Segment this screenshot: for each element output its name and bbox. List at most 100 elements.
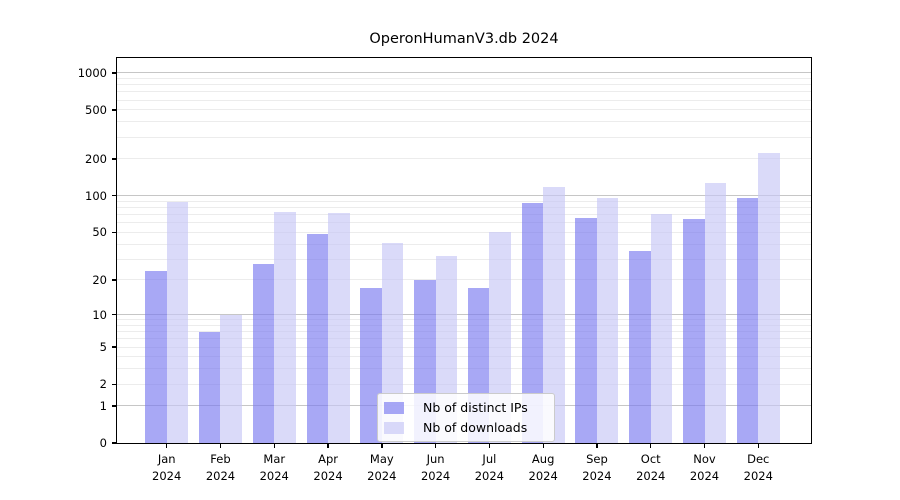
- x-tick-year: 2024: [420, 468, 451, 483]
- gridline-minor: [117, 99, 811, 101]
- x-tick-mark: [757, 443, 759, 448]
- x-tick-year: 2024: [152, 468, 182, 483]
- bar-downloads-oct: [650, 213, 673, 443]
- x-tick-month: Feb: [210, 452, 231, 466]
- legend-item-downloads: Nb of downloads: [384, 420, 546, 435]
- x-tick-mark: [488, 443, 491, 448]
- x-tick-label: May 2024: [349, 451, 415, 484]
- x-tick-year: 2024: [528, 468, 558, 483]
- bar-downloads-dec: [758, 153, 780, 443]
- gridline-minor: [117, 214, 811, 216]
- gridline-minor: [117, 222, 811, 224]
- y-tick-mark: [112, 442, 117, 444]
- x-tick-month: Jan: [157, 452, 176, 466]
- gridline-minor: [117, 258, 811, 260]
- gridline-minor: [117, 91, 811, 93]
- gridline-minor: [117, 207, 811, 209]
- x-tick-mark: [542, 443, 544, 448]
- gridline-minor: [117, 158, 811, 160]
- bar-downloads-aug: [543, 187, 565, 443]
- y-tick-label: 2: [99, 377, 107, 392]
- y-tick-label: 10: [92, 307, 107, 322]
- y-tick-label: 20: [92, 272, 107, 287]
- legend: Nb of distinct IPs Nb of downloads: [377, 393, 555, 442]
- x-tick-year: 2024: [474, 468, 505, 483]
- y-tick-label: 0: [99, 436, 107, 450]
- gridline-minor: [117, 231, 811, 233]
- gridline-major: [117, 314, 811, 316]
- x-tick-label: Jul 2024: [456, 451, 522, 484]
- x-tick-mark: [327, 443, 329, 448]
- bar-downloads-apr: [328, 213, 350, 443]
- bar-downloads-may: [381, 242, 404, 443]
- gridline-minor: [117, 121, 811, 123]
- x-tick-year: 2024: [313, 468, 343, 483]
- y-tick-mark: [112, 231, 117, 234]
- x-tick-year: 2024: [743, 468, 773, 483]
- bar-downloads-jul: [489, 232, 511, 443]
- x-tick-month: Jun: [426, 452, 445, 466]
- gridline-minor: [117, 338, 811, 340]
- x-tick-year: 2024: [582, 468, 612, 483]
- x-tick-year: 2024: [259, 468, 289, 483]
- x-tick-month: Oct: [640, 452, 661, 466]
- legend-item-distinct-ips: Nb of distinct IPs: [384, 400, 546, 415]
- gridline-minor: [117, 136, 811, 138]
- x-tick-label: Jan 2024: [134, 451, 200, 484]
- legend-swatch-downloads: [384, 421, 404, 434]
- x-tick-month: Nov: [693, 452, 716, 466]
- bar-distinct-ips-oct: [629, 251, 651, 443]
- x-tick-mark: [166, 443, 168, 448]
- x-tick-label: Dec 2024: [725, 451, 791, 484]
- y-tick-mark: [112, 383, 117, 385]
- y-tick-mark: [112, 405, 117, 407]
- bar-downloads-nov: [704, 183, 726, 443]
- y-tick-label: 500: [85, 102, 107, 117]
- bar-downloads-sep: [596, 197, 619, 443]
- gridline-minor: [117, 243, 811, 245]
- y-tick-mark: [112, 346, 117, 348]
- x-tick-year: 2024: [367, 468, 397, 483]
- y-tick-label: 1: [99, 398, 107, 413]
- y-tick-mark: [112, 279, 117, 281]
- gridline-minor: [117, 78, 811, 79]
- gridline-minor: [117, 346, 811, 348]
- gridline-minor: [117, 324, 811, 326]
- legend-label-distinct-ips: Nb of distinct IPs: [423, 400, 528, 415]
- x-tick-mark: [596, 443, 598, 448]
- y-tick-mark: [112, 158, 117, 160]
- bar-distinct-ips-nov: [683, 218, 705, 443]
- gridline-minor: [117, 356, 811, 358]
- x-tick-year: 2024: [636, 468, 666, 483]
- y-tick-label: 5: [99, 340, 107, 354]
- x-tick-year: 2024: [205, 468, 236, 483]
- y-tick-mark: [112, 72, 117, 74]
- bar-distinct-ips-aug: [521, 203, 544, 443]
- gridline-minor: [117, 319, 811, 321]
- x-tick-month: Mar: [263, 452, 286, 466]
- gridline-major: [117, 195, 811, 197]
- x-tick-label: Mar 2024: [241, 451, 307, 484]
- gridline-minor: [117, 331, 811, 333]
- chart-title: OperonHumanV3.db 2024: [369, 31, 559, 47]
- bar-distinct-ips-mar: [252, 264, 275, 443]
- x-tick-month: May: [369, 452, 394, 466]
- y-tick-mark: [112, 313, 117, 316]
- x-tick-month: Dec: [747, 452, 770, 466]
- bar-distinct-ips-sep: [575, 217, 597, 443]
- gridline-minor: [117, 383, 811, 385]
- x-tick-label: Jun 2024: [403, 451, 469, 484]
- bar-distinct-ips-may: [360, 288, 382, 443]
- x-tick-label: Nov 2024: [672, 451, 738, 484]
- bar-distinct-ips-apr: [306, 234, 329, 443]
- x-tick-year: 2024: [689, 468, 720, 483]
- gridline-minor: [117, 368, 811, 370]
- x-tick-mark: [219, 443, 222, 448]
- bar-downloads-jan: [166, 201, 189, 443]
- legend-label-downloads: Nb of downloads: [423, 420, 528, 435]
- bar-downloads-feb: [220, 314, 242, 443]
- x-tick-mark: [703, 443, 706, 448]
- y-tick-label: 1000: [77, 65, 107, 80]
- gridline-major: [117, 72, 811, 74]
- x-tick-label: Sep 2024: [564, 451, 630, 484]
